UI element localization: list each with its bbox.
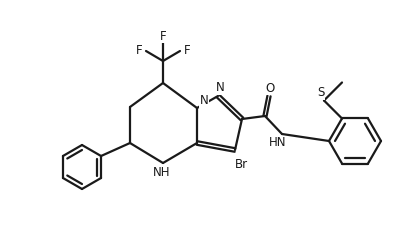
Text: N: N	[199, 94, 208, 107]
Text: S: S	[317, 86, 325, 99]
Text: F: F	[184, 43, 190, 57]
Text: NH: NH	[153, 167, 171, 179]
Text: Br: Br	[235, 158, 248, 170]
Text: F: F	[136, 43, 142, 57]
Text: N: N	[216, 82, 225, 94]
Text: F: F	[160, 30, 166, 43]
Text: O: O	[265, 82, 274, 94]
Text: HN: HN	[269, 137, 287, 149]
